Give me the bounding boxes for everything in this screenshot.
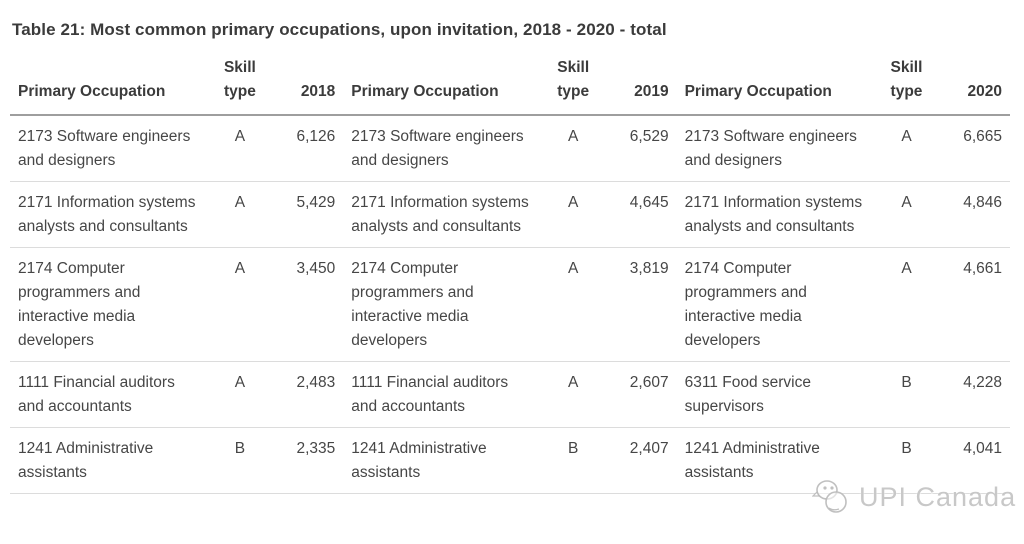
- page-title: Table 21: Most common primary occupation…: [12, 20, 667, 39]
- occupation-cell: 2174 Computer programmers and interactiv…: [343, 247, 543, 362]
- count-cell: 2,483: [271, 361, 344, 428]
- count-cell: 3,450: [271, 247, 344, 362]
- count-cell: 4,645: [604, 181, 677, 248]
- table-row: 1241 Administrative assistants B 2,335 1…: [10, 427, 1010, 494]
- occupation-cell: 2174 Computer programmers and interactiv…: [676, 247, 876, 362]
- occupation-cell: 2171 Information systems analysts and co…: [676, 181, 876, 248]
- count-cell: 4,041: [937, 427, 1010, 494]
- count-cell: 6,529: [604, 115, 677, 182]
- count-cell: 4,846: [937, 181, 1010, 248]
- table-row: 1111 Financial auditors and accountants …: [10, 361, 1010, 428]
- count-cell: 4,228: [937, 361, 1010, 428]
- occupations-table: Primary Occupation Skill type 2018 Prima…: [10, 56, 1010, 494]
- column-header-occupation-2020: Primary Occupation: [676, 56, 876, 116]
- count-cell: 6,126: [271, 115, 344, 182]
- occupation-cell: 2173 Software engineers and designers: [676, 115, 876, 182]
- skill-type-cell: B: [208, 427, 272, 494]
- count-cell: 2,407: [604, 427, 677, 494]
- column-header-year-2019: 2019: [604, 56, 677, 116]
- skill-type-cell: A: [208, 181, 272, 248]
- occupation-cell: 2171 Information systems analysts and co…: [343, 181, 543, 248]
- table-row: 2171 Information systems analysts and co…: [10, 181, 1010, 248]
- column-header-occupation-2018: Primary Occupation: [10, 56, 209, 116]
- occupation-cell: 1241 Administrative assistants: [676, 427, 876, 494]
- skill-type-cell: A: [875, 181, 938, 248]
- occupation-cell: 1111 Financial auditors and accountants: [343, 361, 543, 428]
- column-header-skill-type-2020: Skill type: [875, 56, 938, 116]
- skill-type-cell: A: [208, 115, 272, 182]
- skill-type-cell: B: [875, 427, 938, 494]
- occupation-cell: 1241 Administrative assistants: [10, 427, 209, 494]
- count-cell: 4,661: [937, 247, 1010, 362]
- occupation-cell: 2174 Computer programmers and interactiv…: [10, 247, 209, 362]
- occupation-cell: 2171 Information systems analysts and co…: [10, 181, 209, 248]
- skill-type-cell: A: [875, 247, 938, 362]
- occupation-cell: 6311 Food service supervisors: [676, 361, 876, 428]
- count-cell: 5,429: [271, 181, 344, 248]
- skill-type-cell: A: [542, 361, 605, 428]
- column-header-skill-type-2018: Skill type: [208, 56, 272, 116]
- count-cell: 2,335: [271, 427, 344, 494]
- occupation-cell: 2173 Software engineers and designers: [343, 115, 543, 182]
- count-cell: 3,819: [604, 247, 677, 362]
- table-row: 2174 Computer programmers and interactiv…: [10, 247, 1010, 362]
- skill-type-cell: A: [208, 361, 272, 428]
- header-row: Primary Occupation Skill type 2018 Prima…: [10, 56, 1010, 116]
- skill-type-cell: B: [875, 361, 938, 428]
- skill-type-cell: A: [542, 247, 605, 362]
- table-row: 2173 Software engineers and designers A …: [10, 115, 1010, 182]
- column-header-occupation-2019: Primary Occupation: [343, 56, 543, 116]
- column-header-year-2020: 2020: [937, 56, 1010, 116]
- count-cell: 2,607: [604, 361, 677, 428]
- column-header-year-2018: 2018: [271, 56, 344, 116]
- occupation-cell: 2173 Software engineers and designers: [10, 115, 209, 182]
- skill-type-cell: A: [875, 115, 938, 182]
- occupation-cell: 1241 Administrative assistants: [343, 427, 543, 494]
- occupation-cell: 1111 Financial auditors and accountants: [10, 361, 209, 428]
- count-cell: 6,665: [937, 115, 1010, 182]
- skill-type-cell: B: [542, 427, 605, 494]
- skill-type-cell: A: [542, 115, 605, 182]
- skill-type-cell: A: [208, 247, 272, 362]
- skill-type-cell: A: [542, 181, 605, 248]
- column-header-skill-type-2019: Skill type: [542, 56, 605, 116]
